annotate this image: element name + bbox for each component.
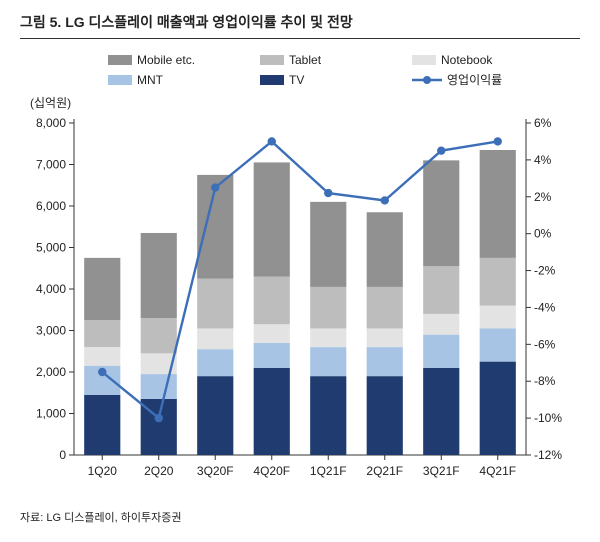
bar-segment-mnt xyxy=(480,328,516,361)
bar-segment-tv xyxy=(254,368,290,455)
y-right-tick-label: 6% xyxy=(534,116,552,130)
bar-segment-mnt xyxy=(197,349,233,376)
y-left-tick-label: 3,000 xyxy=(36,324,66,338)
bar-segment-tv xyxy=(197,376,233,455)
x-category-label: 2Q21F xyxy=(366,464,403,478)
bar-segment-mobile xyxy=(84,258,120,320)
legend-label: Mobile etc. xyxy=(137,53,195,67)
bar-segment-mobile xyxy=(141,233,177,318)
bar-segment-tv xyxy=(480,362,516,455)
op-margin-marker xyxy=(268,137,276,145)
bar-segment-notebook xyxy=(310,328,346,347)
figure-title: 그림 5. LG 디스플레이 매출액과 영업이익률 추이 및 전망 xyxy=(20,12,580,39)
y-right-tick-label: -6% xyxy=(534,337,556,351)
bar-segment-mnt xyxy=(310,347,346,376)
legend-label: 영업이익률 xyxy=(447,71,502,88)
legend-swatch xyxy=(108,75,132,85)
y-right-tick-label: 4% xyxy=(534,153,552,167)
bar-segment-mnt xyxy=(423,335,459,368)
figure-container: 그림 5. LG 디스플레이 매출액과 영업이익률 추이 및 전망 Mobile… xyxy=(0,0,600,542)
bar-segment-tv xyxy=(84,395,120,455)
bar-segment-tablet xyxy=(367,287,403,329)
legend-item: 영업이익률 xyxy=(412,71,552,88)
x-category-label: 1Q20 xyxy=(88,464,118,478)
legend-item: MNT xyxy=(108,71,248,88)
y-left-tick-label: 6,000 xyxy=(36,199,66,213)
legend-label: Tablet xyxy=(289,53,321,67)
op-margin-marker xyxy=(211,183,219,191)
bar-segment-mnt xyxy=(141,374,177,399)
x-category-label: 1Q21F xyxy=(310,464,347,478)
op-margin-marker xyxy=(437,146,445,154)
bar-segment-tablet xyxy=(141,318,177,353)
y-left-tick-label: 1,000 xyxy=(36,407,66,421)
legend-swatch xyxy=(108,55,132,65)
y-right-tick-label: 0% xyxy=(534,227,552,241)
bar-segment-tablet xyxy=(310,287,346,329)
bar-segment-mnt xyxy=(367,347,403,376)
y-left-tick-label: 5,000 xyxy=(36,241,66,255)
legend-item: Tablet xyxy=(260,53,400,67)
legend-item: Notebook xyxy=(412,53,552,67)
bar-segment-notebook xyxy=(423,314,459,335)
x-category-label: 3Q21F xyxy=(423,464,460,478)
bar-segment-notebook xyxy=(84,347,120,366)
legend: Mobile etc. Tablet Notebook MNT TV 영업이익률 xyxy=(80,53,580,88)
bar-segment-mobile xyxy=(423,160,459,266)
bar-segment-tablet xyxy=(423,266,459,314)
legend-label: TV xyxy=(289,73,304,87)
bar-segment-tv xyxy=(423,368,459,455)
x-category-label: 2Q20 xyxy=(144,464,174,478)
y-left-tick-label: 8,000 xyxy=(36,116,66,130)
y-left-tick-label: 0 xyxy=(59,448,66,462)
x-category-label: 3Q20F xyxy=(197,464,234,478)
chart-area: 0 1,000 2,000 3,000 4,000 5,000 6,000 7,000 8,00… xyxy=(20,113,580,493)
y-left-tick-label: 4,000 xyxy=(36,282,66,296)
legend-label: MNT xyxy=(137,73,163,87)
op-margin-marker xyxy=(381,196,389,204)
bar-segment-mobile xyxy=(367,212,403,287)
op-margin-marker xyxy=(98,368,106,376)
bar-segment-notebook xyxy=(367,328,403,347)
bar-segment-tablet xyxy=(480,258,516,306)
legend-swatch xyxy=(260,75,284,85)
source-text: 자료: LG 디스플레이, 하이투자증권 xyxy=(20,509,580,525)
y-right-tick-label: -12% xyxy=(534,448,562,462)
bar-segment-tv xyxy=(310,376,346,455)
y-left-axis-label: (십억원) xyxy=(30,94,580,111)
bar-segment-tablet xyxy=(197,279,233,329)
y-right-tick-label: -8% xyxy=(534,374,556,388)
chart-svg: 0 1,000 2,000 3,000 4,000 5,000 6,000 7,000 8,00… xyxy=(20,113,580,493)
x-category-label: 4Q21F xyxy=(479,464,516,478)
y-right-tick-label: 2% xyxy=(534,190,552,204)
legend-swatch xyxy=(260,55,284,65)
bar-segment-tv xyxy=(367,376,403,455)
bar-segment-notebook xyxy=(197,328,233,349)
legend-line-swatch xyxy=(412,74,442,86)
y-right-tick-label: -4% xyxy=(534,300,556,314)
legend-label: Notebook xyxy=(441,53,492,67)
y-left-tick-label: 7,000 xyxy=(36,158,66,172)
legend-swatch xyxy=(412,55,436,65)
bar-segment-tablet xyxy=(84,320,120,347)
x-category-label: 4Q20F xyxy=(253,464,290,478)
bar-segment-notebook xyxy=(254,324,290,343)
bar-segment-mnt xyxy=(254,343,290,368)
bar-segment-mobile xyxy=(254,162,290,276)
op-margin-marker xyxy=(494,137,502,145)
y-left-tick-label: 2,000 xyxy=(36,365,66,379)
op-margin-marker xyxy=(324,189,332,197)
bar-segment-notebook xyxy=(480,306,516,329)
bar-segment-mobile xyxy=(480,150,516,258)
legend-item: Mobile etc. xyxy=(108,53,248,67)
legend-item: TV xyxy=(260,71,400,88)
bar-segment-mobile xyxy=(310,202,346,287)
y-right-tick-label: -10% xyxy=(534,411,562,425)
op-margin-marker xyxy=(155,414,163,422)
y-right-tick-label: -2% xyxy=(534,264,556,278)
bar-segment-tablet xyxy=(254,277,290,325)
